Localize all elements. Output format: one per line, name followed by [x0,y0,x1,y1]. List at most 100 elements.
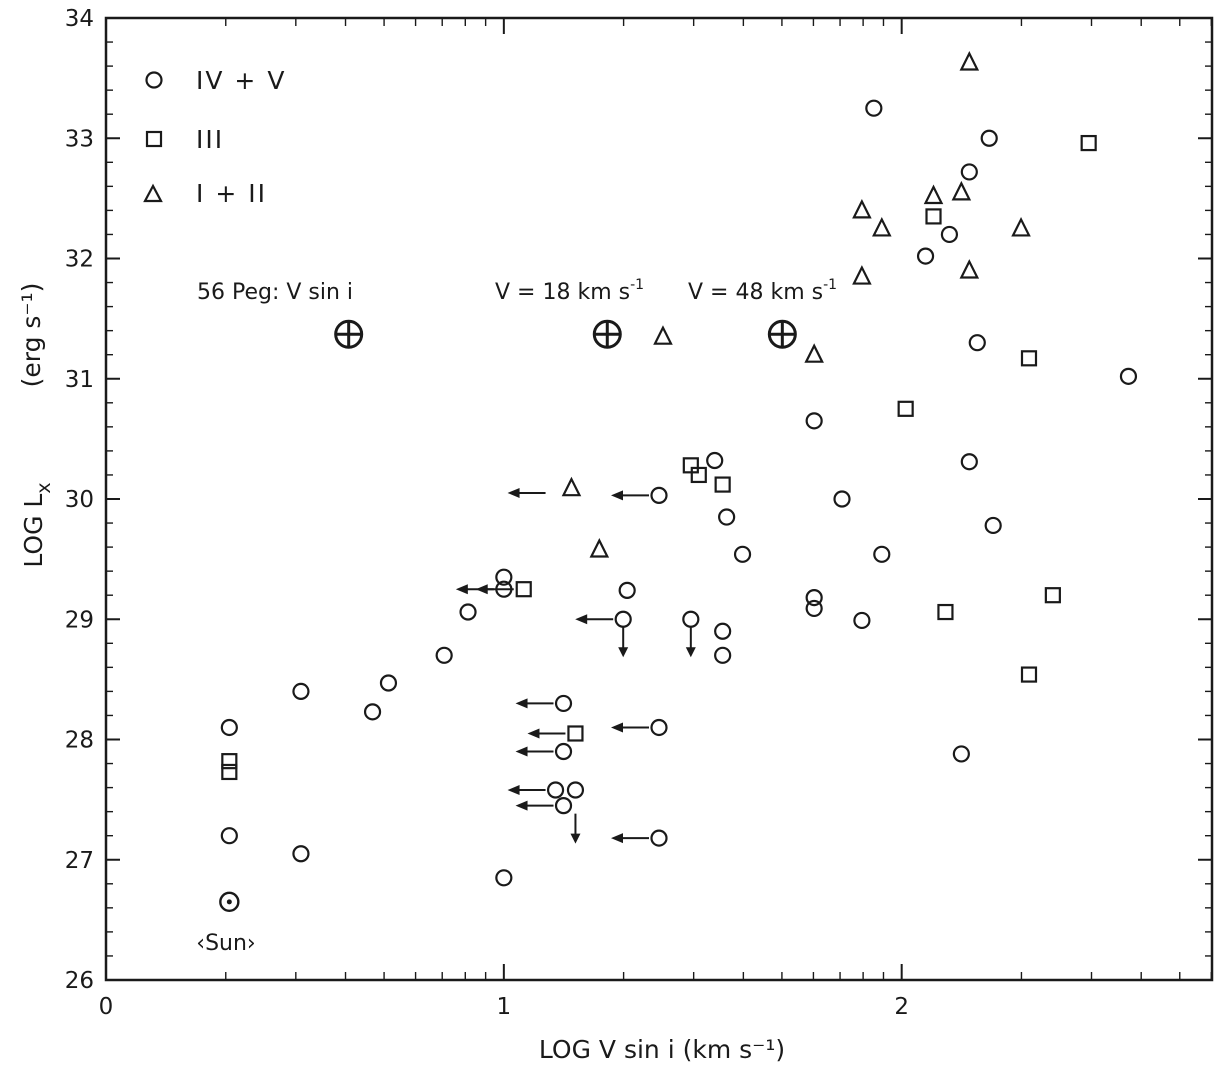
point-triangle [653,325,673,345]
point-circle [682,610,700,628]
point-circle [805,599,823,618]
point-square [937,603,954,621]
y-tick-label: 30 [65,487,94,513]
point-square [714,476,731,493]
point-circle [546,781,565,799]
point-circle [554,742,573,761]
x-tick-label: 1 [497,994,512,1020]
point-triangle [923,184,944,205]
arrowhead-down [570,833,581,844]
arrowhead-left [515,698,528,709]
point-circle [960,453,978,471]
annotation-v18-text: V = 18 km s [495,280,630,305]
y-tick-label: 31 [65,367,94,393]
point-triangle [804,343,824,363]
point-triangle [852,265,872,285]
point-square [567,725,584,742]
arrowhead-down [685,647,696,658]
y-tick-label: 33 [65,126,94,152]
point-square [925,208,942,225]
point-circle [805,412,823,430]
legend-label-iii: III [196,125,224,154]
annotation-56-peg: 56 Peg: V sin i [197,280,353,305]
point-circle [853,611,871,630]
point-circle [873,545,891,563]
y-tick-label: 27 [65,848,94,874]
point-circle [714,622,732,640]
y-tick-label: 29 [65,607,94,633]
point-triangle [872,216,892,237]
point-triangle [1011,216,1031,237]
point-circle [960,163,978,181]
y-tick-label: 34 [65,6,94,32]
point-circle [714,646,732,664]
x-tick-label: 2 [894,994,909,1020]
arrowhead-left [455,584,468,595]
point-square [690,466,707,484]
point-circle [952,745,970,763]
point-circle [833,490,851,508]
point-square [1080,134,1097,152]
svg-text:LOG Lx: LOG Lx [19,482,55,567]
legend-label-iv-v: IV + V [196,66,286,95]
point-triangle [589,538,610,558]
legend-circle-icon [145,71,163,89]
arrowhead-left [507,785,520,796]
arrowhead-left [575,614,588,625]
point-circle [706,451,724,470]
legend: IV + V III I + II [143,66,286,208]
point-circle [980,129,998,147]
y-axis-units: (erg s⁻¹) [17,283,46,388]
point-circle [220,827,238,845]
point-square [515,581,532,598]
point-triangle [959,259,980,279]
point-square [221,763,238,781]
point-circle [495,580,513,598]
arrowhead-left [515,800,528,811]
y-axis-title-sub: x [33,482,55,493]
y-tick-label: 28 [65,728,94,754]
arrowhead-left [507,487,520,498]
point-circle [1119,367,1138,385]
legend-label-i-ii: I + II [196,179,267,208]
y-tick-label: 32 [65,247,94,273]
point-circle [650,718,668,737]
point-circle [363,703,382,721]
annotation-v18: V = 18 km s-1 [495,277,644,305]
arrowhead-left [527,728,540,739]
point-circle [292,845,310,863]
point-circle [984,516,1002,535]
point-circle [459,603,477,621]
arrowhead-left [515,746,528,757]
legend-triangle-icon [143,183,163,203]
point-circle [733,545,752,563]
point-circle [650,486,668,504]
point-circle [718,508,736,526]
arrowhead-left [475,584,488,595]
point-circle [495,869,513,887]
point-square [1044,587,1061,604]
point-circle [379,674,398,692]
point-circle [292,682,310,701]
annotation-v48-text: V = 48 km s [688,280,823,305]
point-square [1020,350,1038,367]
point-circle [865,99,883,117]
point-circle [968,334,986,352]
legend-square-icon [145,130,163,148]
x-axis-title: LOG V sin i (km s⁻¹) [539,1035,785,1064]
point-circle [650,829,668,847]
point-circle [566,781,585,799]
point-circle [435,646,453,664]
sun-symbol-dot [226,899,232,905]
point-circle [618,581,636,599]
point-square [221,753,238,770]
annotation-v48: V = 48 km s-1 [688,277,837,305]
point-triangle [852,198,872,219]
point-triangle [959,51,980,71]
point-circle [940,225,959,244]
y-tick-label: 26 [65,968,94,994]
arrowhead-down [618,647,629,658]
point-square [897,400,914,417]
point-circle [916,247,935,265]
annotation-v48-exp: -1 [823,277,837,293]
